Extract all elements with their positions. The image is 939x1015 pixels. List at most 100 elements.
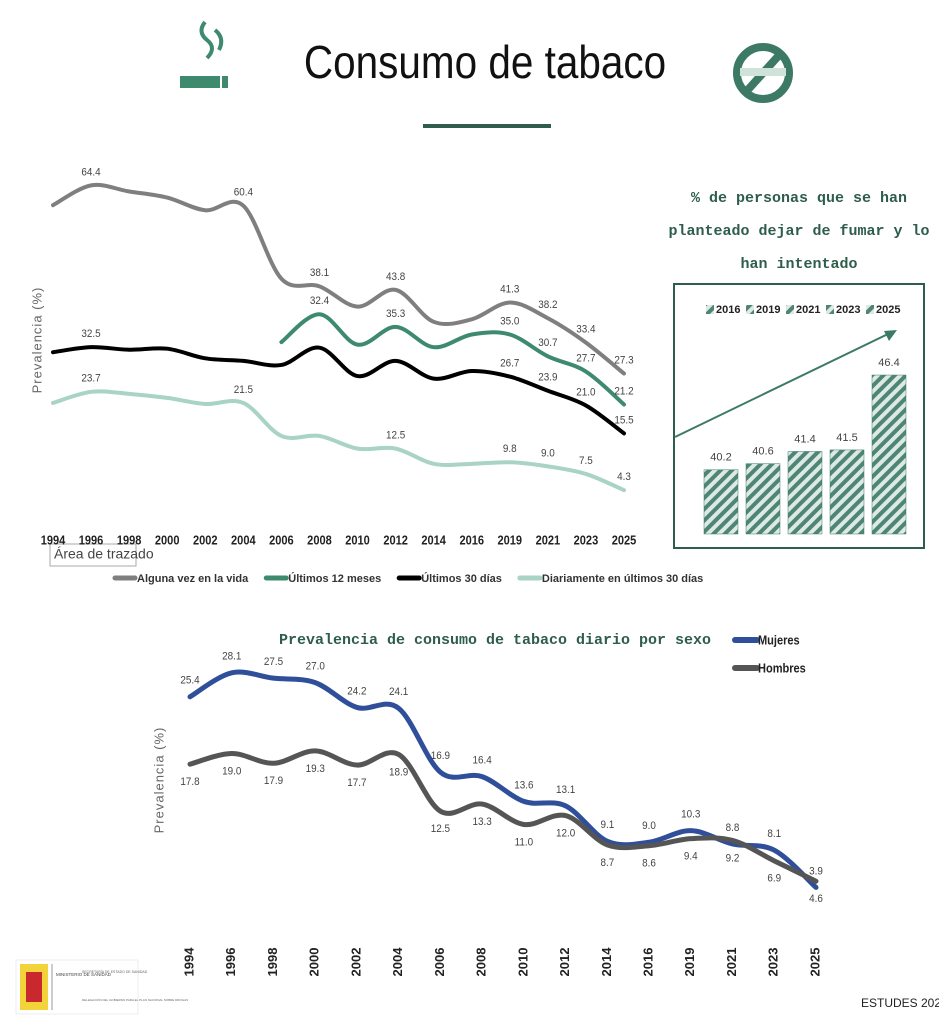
logo-ministry: MINISTERIO DE SANIDAD [56, 972, 112, 977]
x-tick-label: 2021 [724, 948, 739, 977]
legend-label: Alguna vez en la vida [137, 573, 249, 585]
legend-swatch [746, 305, 754, 314]
data-label: 15.5 [614, 415, 633, 427]
data-label: 8.7 [600, 857, 614, 869]
ring [733, 43, 793, 103]
data-label: 25.4 [180, 675, 199, 687]
bar [829, 449, 865, 535]
legend-label: Mujeres [758, 633, 800, 648]
x-tick-label: 2019 [498, 533, 523, 548]
x-tick-label: 2014 [421, 533, 446, 548]
data-label: 40.2 [710, 452, 731, 464]
x-tick-label: 2008 [307, 533, 332, 548]
x-tick-label: 2012 [557, 948, 572, 977]
legend-label: 2023 [836, 304, 860, 316]
bar-title: % de personas que se han planteado dejar … [668, 190, 929, 273]
x-tick-label: 2010 [515, 948, 530, 977]
data-label: 17.9 [264, 776, 283, 788]
tooltip-box [49, 543, 137, 567]
logo-delegation: DELEGACIÓN DEL GOBIERNO PARA EL PLAN NAC… [82, 997, 188, 1002]
legend-label: Últimos 12 meses [288, 572, 381, 585]
data-label: 13.3 [473, 817, 492, 829]
logo-secretariat: SECRETARÍA DE ESTADO DE SANIDAD [82, 970, 148, 974]
data-label: 33.4 [576, 324, 595, 336]
series-line [51, 345, 626, 436]
title-line: han intentado [740, 256, 857, 273]
page-title: Consumo de tabaco [304, 38, 666, 89]
y-axis-label: Prevalencia (%) [151, 727, 166, 834]
data-label: 27.0 [306, 661, 325, 673]
legend-label: Últimos 30 días [421, 572, 502, 585]
tooltip: Área de trazado [54, 546, 154, 562]
legend-label: 2021 [796, 304, 820, 316]
x-tick-label: 1998 [265, 948, 280, 977]
data-label: 4.6 [809, 894, 823, 906]
data-label: 24.1 [389, 687, 408, 699]
data-label: 35.3 [386, 308, 405, 320]
x-tick-label: 2016 [459, 533, 484, 548]
legend-label: 2019 [756, 304, 780, 316]
data-label: 9.2 [726, 853, 740, 865]
data-label: 17.7 [347, 778, 366, 790]
x-tick-label: 2002 [193, 533, 218, 548]
smoke [213, 28, 224, 51]
x-tick-label: 1996 [223, 948, 238, 977]
series-line [279, 312, 626, 407]
data-label: 10.3 [681, 809, 700, 821]
data-label: 64.4 [81, 167, 100, 179]
x-tick-label: 2014 [599, 947, 614, 977]
x-tick-label: 2023 [574, 533, 599, 548]
x-tick-label: 1996 [79, 533, 104, 548]
chart-title: Prevalencia de consumo de tabaco diario … [279, 632, 711, 649]
x-tick-label: 2023 [766, 948, 781, 977]
cigarette-icon [180, 20, 228, 88]
data-label: 41.3 [500, 284, 519, 296]
title-line: % de personas que se han [691, 190, 907, 207]
data-label: 8.6 [642, 858, 656, 870]
data-label: 6.9 [767, 873, 781, 885]
data-label: 13.1 [556, 784, 575, 796]
data-label: 43.8 [386, 271, 405, 283]
data-label: 27.3 [614, 355, 633, 367]
cigarette-tip [222, 76, 228, 88]
data-label: 41.4 [794, 433, 815, 445]
series-line [51, 182, 626, 376]
x-tick-label: 2025 [612, 533, 637, 548]
x-tick-label: 2000 [155, 533, 180, 548]
x-tick-label: 2000 [307, 948, 322, 977]
bar [745, 463, 781, 535]
legend-swatch [786, 305, 794, 314]
x-tick-label: 2010 [345, 533, 370, 548]
data-label: 9.0 [642, 821, 656, 833]
y-axis-label: Prevalencia (%) [29, 287, 44, 394]
data-label: 8.1 [767, 829, 781, 841]
trend-arrow [674, 332, 891, 438]
bar-panel [673, 283, 925, 549]
data-label: 9.0 [541, 448, 555, 460]
data-label: 16.4 [473, 755, 492, 767]
series-line [187, 669, 819, 890]
data-label: 28.1 [222, 651, 241, 663]
data-label: 35.0 [500, 316, 519, 328]
data-label: 27.5 [264, 657, 283, 669]
x-tick-label: 1998 [117, 533, 142, 548]
data-label: 9.1 [600, 820, 614, 832]
legend-label: 2025 [876, 304, 900, 316]
coat-of-arms-shield [26, 972, 42, 1002]
data-label: 16.9 [431, 751, 450, 763]
data-label: 8.8 [726, 822, 740, 834]
x-tick-label: 2006 [432, 948, 447, 977]
data-label: 27.7 [576, 353, 595, 365]
data-label: 30.7 [538, 338, 557, 350]
data-label: 23.9 [538, 372, 557, 384]
data-label: 23.7 [81, 373, 100, 385]
data-label: 26.7 [500, 358, 519, 370]
legend-label: Diariamente en últimos 30 días [542, 573, 703, 585]
data-label: 12.0 [556, 828, 575, 840]
data-label: 21.2 [614, 386, 633, 398]
data-label: 19.0 [222, 766, 241, 778]
x-tick-label: 2008 [474, 948, 489, 977]
bar [787, 451, 823, 535]
data-label: 11.0 [515, 837, 534, 849]
